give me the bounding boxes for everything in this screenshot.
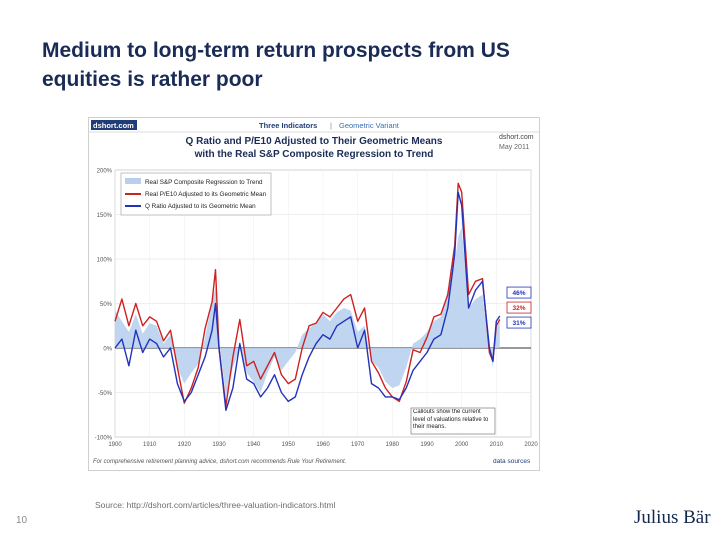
y-tick-label: 150% [97, 213, 113, 219]
slide-title-line-1: Medium to long-term return prospects fro… [42, 39, 510, 62]
x-tick-label: 1940 [247, 442, 261, 448]
q-ratio-series-line [114, 191, 501, 411]
legend-box [120, 172, 272, 216]
callout-box [506, 301, 532, 314]
regression-area [115, 227, 500, 397]
x-tick-label: 1980 [386, 442, 400, 448]
chart-title: Q Ratio and P/E10 Adjusted to Their Geom… [186, 136, 443, 147]
chart-subtitle: with the Real S&P Composite Regression t… [194, 149, 434, 160]
axis-label-layer: 200% 150% 100% 50% 0% -50% -100%1900 1910 1920 19… [95, 169, 539, 449]
x-tick-label: 1910 [143, 442, 157, 448]
y-tick-label: -50% [98, 391, 113, 397]
callout-label: 46% [512, 290, 525, 297]
x-tick-label: 1960 [316, 442, 330, 448]
callout-box [506, 316, 532, 329]
tab-three-indicators[interactable]: Three Indicators [259, 121, 317, 130]
site-label: dshort.com [499, 134, 534, 141]
legend-label-q: Q Ratio Adjusted to its Geometric Mean [145, 203, 256, 210]
x-tick-label: 1920 [178, 442, 192, 448]
series-line-layer [114, 182, 501, 411]
callout-note: Callouts show the current level of valua… [410, 407, 496, 435]
callout-box [506, 286, 532, 299]
callout-note-text: Callouts show the current level of valua… [413, 409, 489, 430]
x-tick-label: 1990 [420, 442, 434, 448]
x-tick-label: 2010 [490, 442, 504, 448]
y-tick-label: 100% [97, 258, 113, 264]
tab-separator: | [330, 121, 332, 130]
brand-badge [91, 120, 137, 130]
legend: Real S&P Composite Regression to Trend R… [120, 172, 272, 216]
source-note: Source: http://dshort.com/articles/three… [95, 500, 336, 510]
date-label: May 2011 [499, 144, 529, 151]
chart-footer-note: For comprehensive retirement planning ad… [93, 459, 346, 465]
chart-frame: dshort.com Three Indicators | Geometric … [88, 117, 540, 471]
slide-title: Medium to long-term return prospects fro… [42, 36, 642, 94]
x-tick-label: 1930 [212, 442, 226, 448]
y-tick-label: 200% [97, 169, 113, 175]
tab-geometric-variant[interactable]: Geometric Variant [339, 121, 400, 130]
callout-note-box [410, 407, 496, 435]
x-tick-label: 1950 [282, 442, 296, 448]
slide-title-line-2: equities is rather poor [42, 68, 263, 91]
callout-31-pct: 31% [506, 316, 532, 329]
callout-46-pct: 46% [506, 286, 532, 299]
julius-baer-logo: Julius Bär [634, 507, 711, 528]
callout-32-pct: 32% [506, 301, 532, 314]
callout-label: 32% [512, 305, 525, 312]
y-tick-label: -100% [95, 436, 113, 442]
x-tick-label: 2020 [524, 442, 538, 448]
brand-label: dshort.com [93, 121, 134, 130]
callout-layer: 46% 32% 31% [506, 286, 532, 329]
legend-label-pe10: Real P/E10 Adjusted to its Geometric Mea… [145, 191, 267, 198]
valuation-chart: dshort.com Three Indicators | Geometric … [89, 120, 539, 465]
legend-label-regression: Real S&P Composite Regression to Trend [145, 179, 263, 186]
legend-swatch-regression [125, 178, 141, 184]
page-number: 10 [16, 515, 28, 526]
y-tick-label: 0% [103, 347, 112, 353]
regression-area-layer [115, 227, 500, 397]
x-tick-label: 1970 [351, 442, 365, 448]
data-sources-link[interactable]: data sources [493, 458, 531, 465]
x-tick-label: 1900 [108, 442, 122, 448]
x-tick-label: 2000 [455, 442, 469, 448]
callout-label: 31% [512, 320, 525, 327]
y-tick-label: 50% [100, 302, 113, 308]
